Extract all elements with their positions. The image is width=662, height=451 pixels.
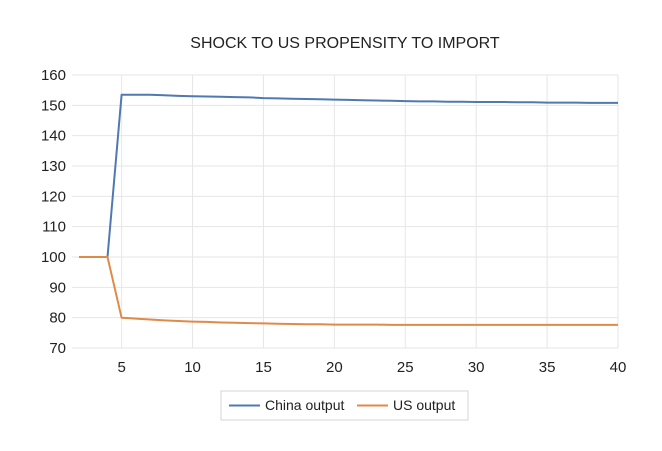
- x-tick-label: 20: [326, 359, 343, 376]
- x-tick-label: 30: [468, 359, 485, 376]
- series-lines: [79, 93, 618, 326]
- x-axis-ticks: 5 10 15 20 25 30 35 40: [117, 359, 626, 376]
- chart-title: SHOCK TO US PROPENSITY TO IMPORT: [190, 35, 500, 52]
- grid-lines: [72, 74, 619, 349]
- x-tick-label: 40: [610, 359, 627, 376]
- series-line-us-output: [79, 256, 618, 326]
- x-tick-label: 5: [117, 359, 125, 376]
- y-tick-label: 140: [41, 128, 66, 145]
- legend-label-china-output: China output: [265, 397, 345, 413]
- y-tick-label: 100: [41, 249, 66, 266]
- y-tick-label: 90: [49, 279, 66, 296]
- y-tick-label: 80: [49, 310, 66, 327]
- x-tick-label: 10: [184, 359, 201, 376]
- legend-box: [220, 390, 469, 421]
- y-tick-label: 110: [42, 219, 66, 236]
- x-tick-label: 25: [397, 359, 414, 376]
- legend: China output US output: [220, 390, 469, 421]
- legend-label-us-output: US output: [393, 397, 455, 413]
- series-line-china-output: [79, 93, 618, 258]
- y-axis-ticks: 70 80 90 100 110 120 130 140 150 160: [41, 67, 66, 357]
- x-tick-label: 15: [255, 359, 272, 376]
- x-tick-label: 35: [539, 359, 556, 376]
- y-tick-label: 130: [41, 158, 66, 175]
- y-tick-label: 120: [41, 188, 66, 205]
- y-tick-label: 150: [41, 97, 66, 114]
- y-tick-label: 70: [49, 340, 66, 357]
- y-tick-label: 160: [41, 67, 66, 84]
